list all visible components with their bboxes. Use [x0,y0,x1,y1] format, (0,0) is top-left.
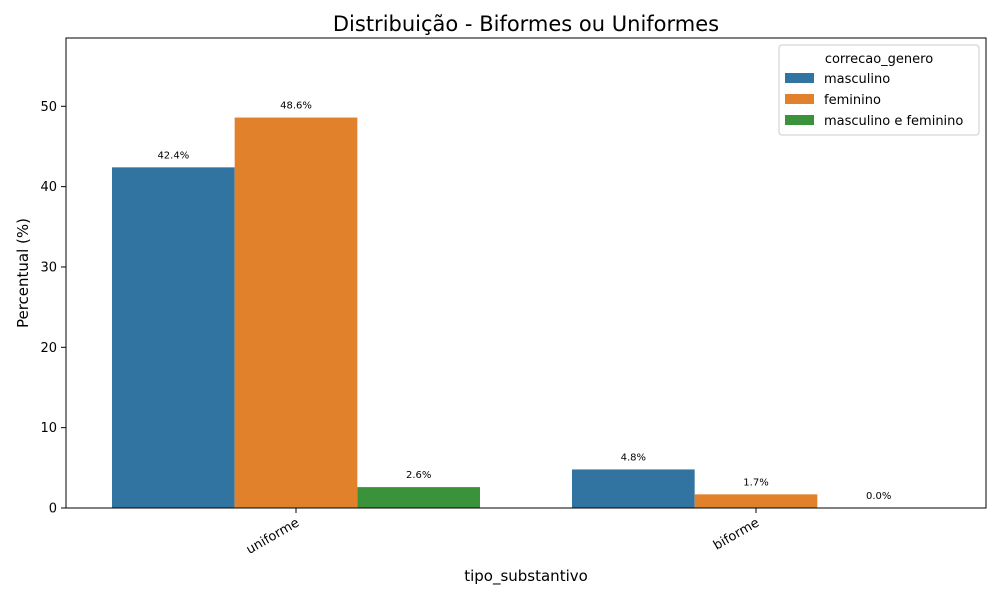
legend-frame [778,44,980,136]
legend: correcao_genero masculinofemininomasculi… [778,44,980,136]
y-tick-label: 30 [40,260,57,275]
bar-feminino-uniforme [234,117,358,509]
y-tick-label: 20 [40,341,57,356]
x-tick-label-uniforme: uniforme [244,515,302,557]
data-label: 42.4% [157,150,189,161]
legend-items: masculino feminino masculino e feminino [785,72,963,129]
data-label: 4.8% [621,452,646,463]
data-labels-group: 42.4% 4.8% 48.6% 1.7% 2.6% 0.0% [157,101,891,502]
bar-masculino-uniforme [112,167,235,508]
bars-group [112,117,818,509]
legend-label: masculino e feminino [824,114,963,129]
bar-feminino-biforme [694,494,818,508]
legend-swatch-feminino [785,94,814,104]
y-tick-label: 0 [49,502,57,517]
y-axis-label: Percentual (%) [14,218,32,328]
y-tick-label: 40 [40,180,57,195]
plot-frame [65,37,987,509]
bar-masculino-e-feminino-uniforme [357,487,480,508]
chart-title: Distribuição - Biformes ou Uniformes [333,12,719,36]
legend-swatch-masculino-e-feminino [785,115,814,125]
legend-swatch-masculino [785,73,814,83]
data-label: 48.6% [280,101,312,112]
y-tick-label: 50 [40,100,57,115]
legend-label: masculino [824,72,890,87]
legend-title: correcao_genero [825,52,933,67]
x-tick-label-biforme: biforme [711,515,762,553]
y-axis: 0 10 20 30 40 50 [40,100,66,517]
legend-label: feminino [824,93,881,108]
data-label: 1.7% [743,477,768,488]
bar-masculino-biforme [572,469,695,508]
data-label: 0.0% [866,491,891,502]
data-label: 2.6% [406,470,431,481]
x-axis: uniforme biforme [244,508,762,558]
y-tick-label: 10 [40,421,57,436]
x-axis-label: tipo_substantivo [464,567,588,586]
